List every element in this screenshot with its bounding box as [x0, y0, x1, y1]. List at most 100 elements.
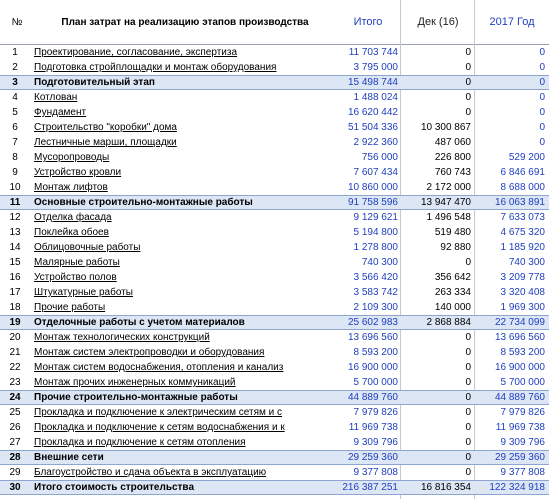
row-year-2017[interactable]: 0 — [539, 47, 545, 58]
row-name[interactable]: Проектирование, согласование, экспертиза — [34, 47, 238, 58]
header-total[interactable]: Итого — [353, 15, 383, 28]
row-total[interactable]: 91 758 596 — [347, 197, 398, 208]
row-december[interactable]: 0 — [465, 437, 471, 448]
row-number[interactable]: 23 — [9, 377, 21, 388]
stage-total-row[interactable]: 19 Отделочные работы с учетом материалов 2… — [0, 315, 549, 330]
row-december[interactable]: 0 — [465, 257, 471, 268]
row-number[interactable]: 22 — [9, 362, 21, 373]
table-row[interactable]: 12 Отделка фасада 9 129 621 1 496 548 7 633 … — [0, 210, 549, 225]
row-name[interactable]: Монтаж прочих инженерных коммуникаций — [34, 377, 236, 388]
row-name[interactable]: Итого стоимость строительства — [34, 482, 195, 493]
row-total[interactable]: 2 109 300 — [353, 302, 399, 313]
header-december[interactable]: Дек (16) — [417, 15, 459, 28]
row-december[interactable]: 2 868 884 — [426, 317, 472, 328]
table-row[interactable]: 6 Строительство "коробки" дома 51 504 336 1… — [0, 120, 549, 135]
header-year-2017[interactable]: 2017 Год — [489, 15, 535, 28]
row-year-2017[interactable]: 9 377 808 — [500, 467, 546, 478]
row-number[interactable]: 9 — [12, 167, 18, 178]
row-december[interactable]: 0 — [465, 422, 471, 433]
row-year-2017[interactable]: 44 889 760 — [494, 392, 545, 403]
row-total[interactable]: 8 593 200 — [353, 347, 399, 358]
row-december[interactable]: 487 060 — [434, 137, 471, 148]
row-year-2017[interactable]: 8 593 200 — [500, 347, 546, 358]
row-december[interactable]: 0 — [465, 392, 471, 403]
row-name[interactable]: Лестничные марши, площадки — [34, 137, 177, 148]
table-row[interactable]: 15 Малярные работы 740 300 0 740 300 — [0, 255, 549, 270]
row-number[interactable]: 15 — [9, 257, 21, 268]
row-number[interactable]: 5 — [12, 107, 18, 118]
row-number[interactable]: 28 — [9, 452, 21, 463]
row-total[interactable]: 13 696 560 — [347, 332, 398, 343]
table-row[interactable]: 1 Проектирование, согласование, экспертиз… — [0, 45, 549, 60]
row-total[interactable]: 5 194 800 — [353, 227, 399, 238]
row-total[interactable]: 3 795 000 — [353, 62, 399, 73]
row-december[interactable]: 0 — [465, 407, 471, 418]
row-december[interactable]: 92 880 — [440, 242, 471, 253]
table-row[interactable]: 9 Устройство кровли 7 607 434 760 743 6 846 … — [0, 165, 549, 180]
stage-total-row[interactable]: 3 Подготовительный этап 15 498 744 0 0 — [0, 75, 549, 90]
row-december[interactable]: 1 496 548 — [426, 212, 472, 223]
row-number[interactable]: 12 — [9, 212, 21, 223]
row-december[interactable]: 0 — [465, 347, 471, 358]
row-december[interactable]: 0 — [465, 77, 471, 88]
row-year-2017[interactable]: 122 324 918 — [489, 482, 545, 493]
row-name[interactable]: Прокладка и подключение к сетям отоплени… — [34, 437, 246, 448]
row-year-2017[interactable]: 1 969 300 — [500, 302, 546, 313]
stage-total-row[interactable]: 28 Внешние сети 29 259 360 0 29 259 360 — [0, 450, 549, 465]
table-row[interactable]: 13 Поклейка обоев 5 194 800 519 480 4 675 32… — [0, 225, 549, 240]
row-name[interactable]: Строительство "коробки" дома — [34, 122, 177, 133]
row-year-2017[interactable]: 29 259 360 — [494, 452, 545, 463]
row-total[interactable]: 1 278 800 — [353, 242, 399, 253]
row-total[interactable]: 44 889 760 — [347, 392, 398, 403]
row-december[interactable]: 0 — [465, 92, 471, 103]
row-december[interactable]: 0 — [465, 452, 471, 463]
row-december[interactable]: 519 480 — [434, 227, 471, 238]
row-total[interactable]: 9 129 621 — [353, 212, 399, 223]
row-name[interactable]: Благоустройство и сдача объекта в эксплу… — [34, 467, 267, 478]
table-row[interactable]: 18 Прочие работы 2 109 300 140 000 1 969 300 — [0, 300, 549, 315]
row-name[interactable]: Мусоропроводы — [34, 152, 110, 163]
row-total[interactable]: 7 607 434 — [353, 167, 399, 178]
row-name[interactable]: Внешние сети — [34, 452, 104, 463]
row-year-2017[interactable]: 3 320 408 — [500, 287, 546, 298]
row-december[interactable]: 760 743 — [434, 167, 471, 178]
row-total[interactable]: 7 979 826 — [353, 407, 399, 418]
table-row[interactable]: 16 Устройство полов 3 566 420 356 642 3 209 … — [0, 270, 549, 285]
row-total[interactable]: 2 922 360 — [353, 137, 399, 148]
row-year-2017[interactable]: 0 — [539, 92, 545, 103]
table-row[interactable]: 26 Прокладка и подключение к сетям водосн… — [0, 420, 549, 435]
row-name[interactable]: Отделка фасада — [34, 212, 112, 223]
row-name[interactable]: Прочие строительно-монтажные работы — [34, 392, 238, 403]
row-year-2017[interactable]: 1 185 920 — [500, 242, 546, 253]
row-number[interactable]: 21 — [9, 347, 21, 358]
row-number[interactable]: 6 — [12, 122, 18, 133]
row-total[interactable]: 25 602 983 — [347, 317, 398, 328]
row-december[interactable]: 0 — [465, 467, 471, 478]
row-december[interactable]: 0 — [465, 377, 471, 388]
table-row[interactable]: 27 Прокладка и подключение к сетям отопле… — [0, 435, 549, 450]
row-year-2017[interactable]: 7 633 073 — [500, 212, 546, 223]
row-year-2017[interactable]: 0 — [539, 107, 545, 118]
row-name[interactable]: Монтаж технологических конструкций — [34, 332, 210, 343]
row-name[interactable]: Монтаж систем электропроводки и оборудов… — [34, 347, 265, 358]
row-year-2017[interactable]: 9 309 796 — [500, 437, 546, 448]
row-total[interactable]: 5 700 000 — [353, 377, 399, 388]
table-row[interactable]: 22 Монтаж систем водоснабжения, отопления… — [0, 360, 549, 375]
row-number[interactable]: 13 — [9, 227, 21, 238]
row-year-2017[interactable]: 0 — [539, 77, 545, 88]
row-year-2017[interactable]: 16 063 891 — [494, 197, 545, 208]
table-row[interactable]: 7 Лестничные марши, площадки 2 922 360 487 … — [0, 135, 549, 150]
row-year-2017[interactable]: 8 688 000 — [500, 182, 546, 193]
header-title[interactable]: План затрат на реализацию этапов произво… — [61, 16, 309, 28]
row-name[interactable]: Подготовительный этап — [34, 77, 155, 88]
table-row[interactable]: 25 Прокладка и подключение к электрически… — [0, 405, 549, 420]
row-december[interactable]: 2 172 000 — [426, 182, 472, 193]
table-row[interactable]: 10 Монтаж лифтов 10 860 000 2 172 000 8 688 … — [0, 180, 549, 195]
row-december[interactable]: 16 816 354 — [420, 482, 471, 493]
row-year-2017[interactable]: 22 734 099 — [494, 317, 545, 328]
table-row[interactable]: 5 Фундамент 16 620 442 0 0 — [0, 105, 549, 120]
row-name[interactable]: Основные строительно-монтажные работы — [34, 197, 253, 208]
row-name[interactable]: Поклейка обоев — [34, 227, 109, 238]
row-number[interactable]: 8 — [12, 152, 18, 163]
row-december[interactable]: 226 800 — [434, 152, 471, 163]
